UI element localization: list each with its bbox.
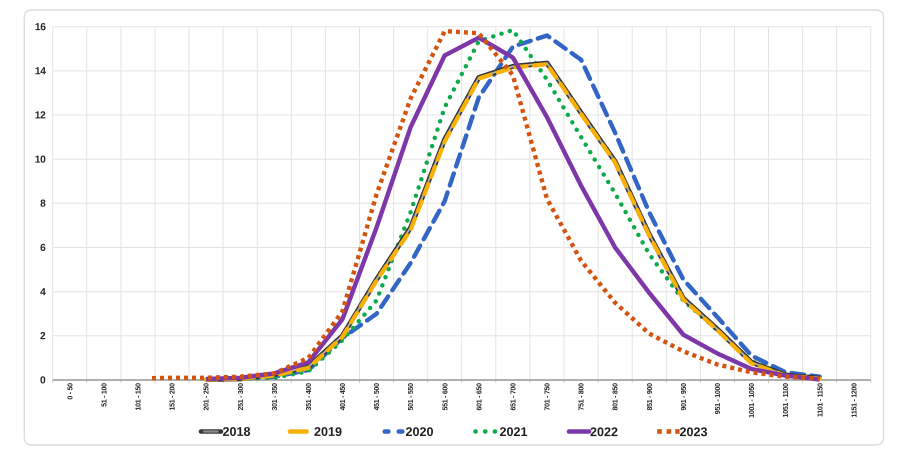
svg-text:651 - 700: 651 - 700 bbox=[511, 383, 518, 411]
svg-text:16: 16 bbox=[35, 22, 46, 33]
svg-text:901 - 950: 901 - 950 bbox=[681, 383, 688, 411]
svg-text:0 - 50: 0 - 50 bbox=[67, 383, 74, 400]
svg-text:551 - 600: 551 - 600 bbox=[442, 383, 449, 411]
svg-text:801 - 850: 801 - 850 bbox=[613, 383, 620, 411]
svg-text:51 - 100: 51 - 100 bbox=[101, 383, 108, 407]
svg-text:14: 14 bbox=[35, 66, 46, 77]
svg-text:751 - 800: 751 - 800 bbox=[579, 383, 586, 411]
svg-text:151 - 200: 151 - 200 bbox=[170, 383, 177, 411]
svg-text:2019: 2019 bbox=[314, 425, 342, 439]
svg-text:451 - 500: 451 - 500 bbox=[374, 383, 381, 411]
svg-text:2: 2 bbox=[40, 331, 46, 342]
svg-text:101 - 150: 101 - 150 bbox=[136, 383, 143, 411]
svg-text:4: 4 bbox=[40, 287, 46, 298]
svg-text:8: 8 bbox=[40, 199, 46, 210]
svg-text:6: 6 bbox=[40, 243, 46, 254]
svg-text:851 - 900: 851 - 900 bbox=[647, 383, 654, 411]
svg-text:201 - 250: 201 - 250 bbox=[204, 383, 211, 411]
svg-text:251 - 300: 251 - 300 bbox=[238, 383, 245, 411]
svg-text:501 - 550: 501 - 550 bbox=[408, 383, 415, 411]
svg-text:1001 - 1050: 1001 - 1050 bbox=[749, 383, 756, 418]
svg-text:1101 - 1150: 1101 - 1150 bbox=[817, 383, 824, 417]
svg-text:351 - 400: 351 - 400 bbox=[306, 383, 313, 411]
svg-text:951 - 1000: 951 - 1000 bbox=[715, 383, 722, 414]
svg-text:2023: 2023 bbox=[679, 425, 707, 439]
svg-text:2022: 2022 bbox=[590, 425, 618, 439]
svg-text:701 - 750: 701 - 750 bbox=[545, 383, 552, 411]
svg-text:1151 - 1200: 1151 - 1200 bbox=[851, 383, 858, 418]
svg-text:10: 10 bbox=[35, 155, 46, 166]
svg-text:401 - 450: 401 - 450 bbox=[340, 383, 347, 411]
svg-text:2018: 2018 bbox=[222, 425, 250, 439]
svg-text:301 - 350: 301 - 350 bbox=[272, 383, 279, 411]
svg-text:12: 12 bbox=[35, 110, 46, 121]
svg-text:2021: 2021 bbox=[499, 425, 527, 439]
svg-text:2020: 2020 bbox=[405, 425, 433, 439]
svg-text:0: 0 bbox=[40, 375, 46, 386]
svg-text:601 - 650: 601 - 650 bbox=[476, 383, 483, 411]
svg-text:1051 - 1100: 1051 - 1100 bbox=[783, 383, 790, 418]
